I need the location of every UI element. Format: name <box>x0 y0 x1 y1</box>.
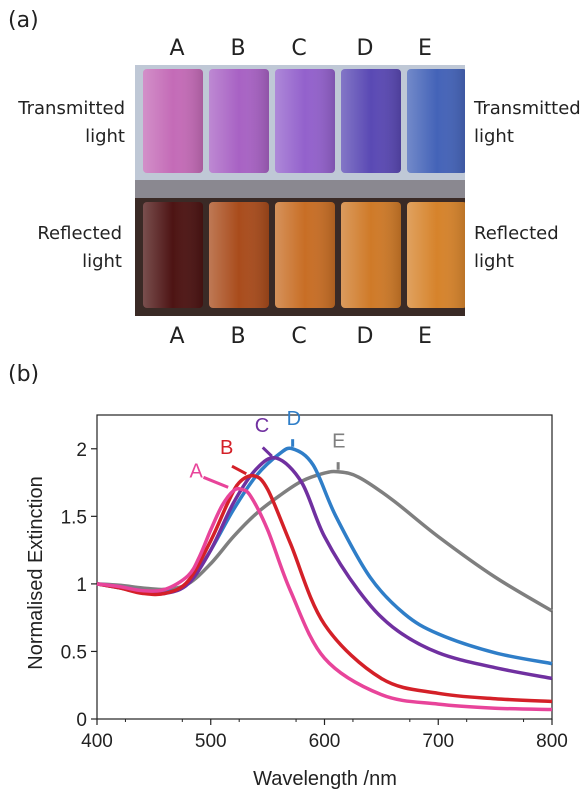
series-label-a: A <box>189 460 203 482</box>
series-line-b <box>96 473 553 704</box>
transmitted-cuvette-shine-d <box>341 69 401 173</box>
column-label-bottom-c: C <box>291 324 307 349</box>
left-reflected-line2: light <box>82 251 122 272</box>
y-tick-label: 0 <box>76 710 87 731</box>
x-tick-label: 800 <box>536 731 568 752</box>
x-tick-label: 500 <box>195 731 227 752</box>
plot-border <box>96 414 553 720</box>
series-label-c: C <box>255 415 269 437</box>
reflected-cuvette-shine-e <box>407 202 465 308</box>
cuvette-photo <box>135 65 465 316</box>
series-line-d <box>96 446 553 666</box>
series-label-d: D <box>287 408 301 430</box>
reflected-cuvette-shine-d <box>341 202 401 308</box>
right-reflected-line2: light <box>474 251 514 272</box>
left-transmitted-label: Transmitted light <box>0 95 125 151</box>
x-axis-label: Wavelength /nm <box>253 768 397 790</box>
column-label-top-e: E <box>418 36 432 61</box>
column-label-top-a: A <box>169 36 185 61</box>
right-transmitted-line2: light <box>474 126 514 147</box>
left-transmitted-line2: light <box>85 126 125 147</box>
x-tick-label: 400 <box>81 731 113 752</box>
right-reflected-line1: Reflected <box>474 223 559 244</box>
x-tick-label: 600 <box>309 731 341 752</box>
transmitted-cuvette-shine-c <box>275 69 335 173</box>
y-tick-label: 1.5 <box>61 507 87 528</box>
panel-a-label: (a) <box>8 8 39 33</box>
series-label-leader-c <box>261 446 273 458</box>
transmitted-cuvette-shine-a <box>143 69 203 173</box>
right-reflected-label: Reflected light <box>474 220 559 276</box>
column-label-top-c: C <box>291 36 307 61</box>
column-label-bottom-d: D <box>356 324 374 349</box>
column-label-top-b: B <box>230 36 246 61</box>
extinction-chart: 400 500 600 700 800 0 0.5 1 1.5 2 ABC D E Normalise… <box>25 408 568 790</box>
panel-b-label: (b) <box>8 362 40 387</box>
plot-frame <box>96 414 553 720</box>
x-tick-label: 700 <box>422 731 454 752</box>
right-transmitted-label: Transmitted light <box>474 95 581 151</box>
reflected-cuvette-shine-a <box>143 202 203 308</box>
reflected-cuvette-shine-b <box>209 202 269 308</box>
right-transmitted-line1: Transmitted <box>474 98 581 119</box>
series-label-leader-a <box>202 475 229 489</box>
series-line-a <box>96 486 553 712</box>
series-label-b: B <box>220 437 233 459</box>
y-tick-label: 0.5 <box>61 642 87 663</box>
left-reflected-label: Reflected light <box>0 220 122 276</box>
transmitted-cuvette-shine-e <box>407 69 465 173</box>
series-label-leader-b <box>231 464 247 476</box>
y-tick-label: 1 <box>76 575 87 596</box>
column-label-bottom-e: E <box>418 324 432 349</box>
column-label-top-d: D <box>356 36 374 61</box>
reflected-cuvette-shine-c <box>275 202 335 308</box>
y-axis-label: Normalised Extinction <box>25 476 47 669</box>
series-label-e: E <box>332 431 345 453</box>
left-transmitted-line1: Transmitted <box>18 98 125 119</box>
left-reflected-line1: Reflected <box>37 223 122 244</box>
y-tick-label: 2 <box>76 440 87 461</box>
column-label-bottom-a: A <box>169 324 185 349</box>
column-label-bottom-b: B <box>230 324 246 349</box>
transmitted-cuvette-shine-b <box>209 69 269 173</box>
